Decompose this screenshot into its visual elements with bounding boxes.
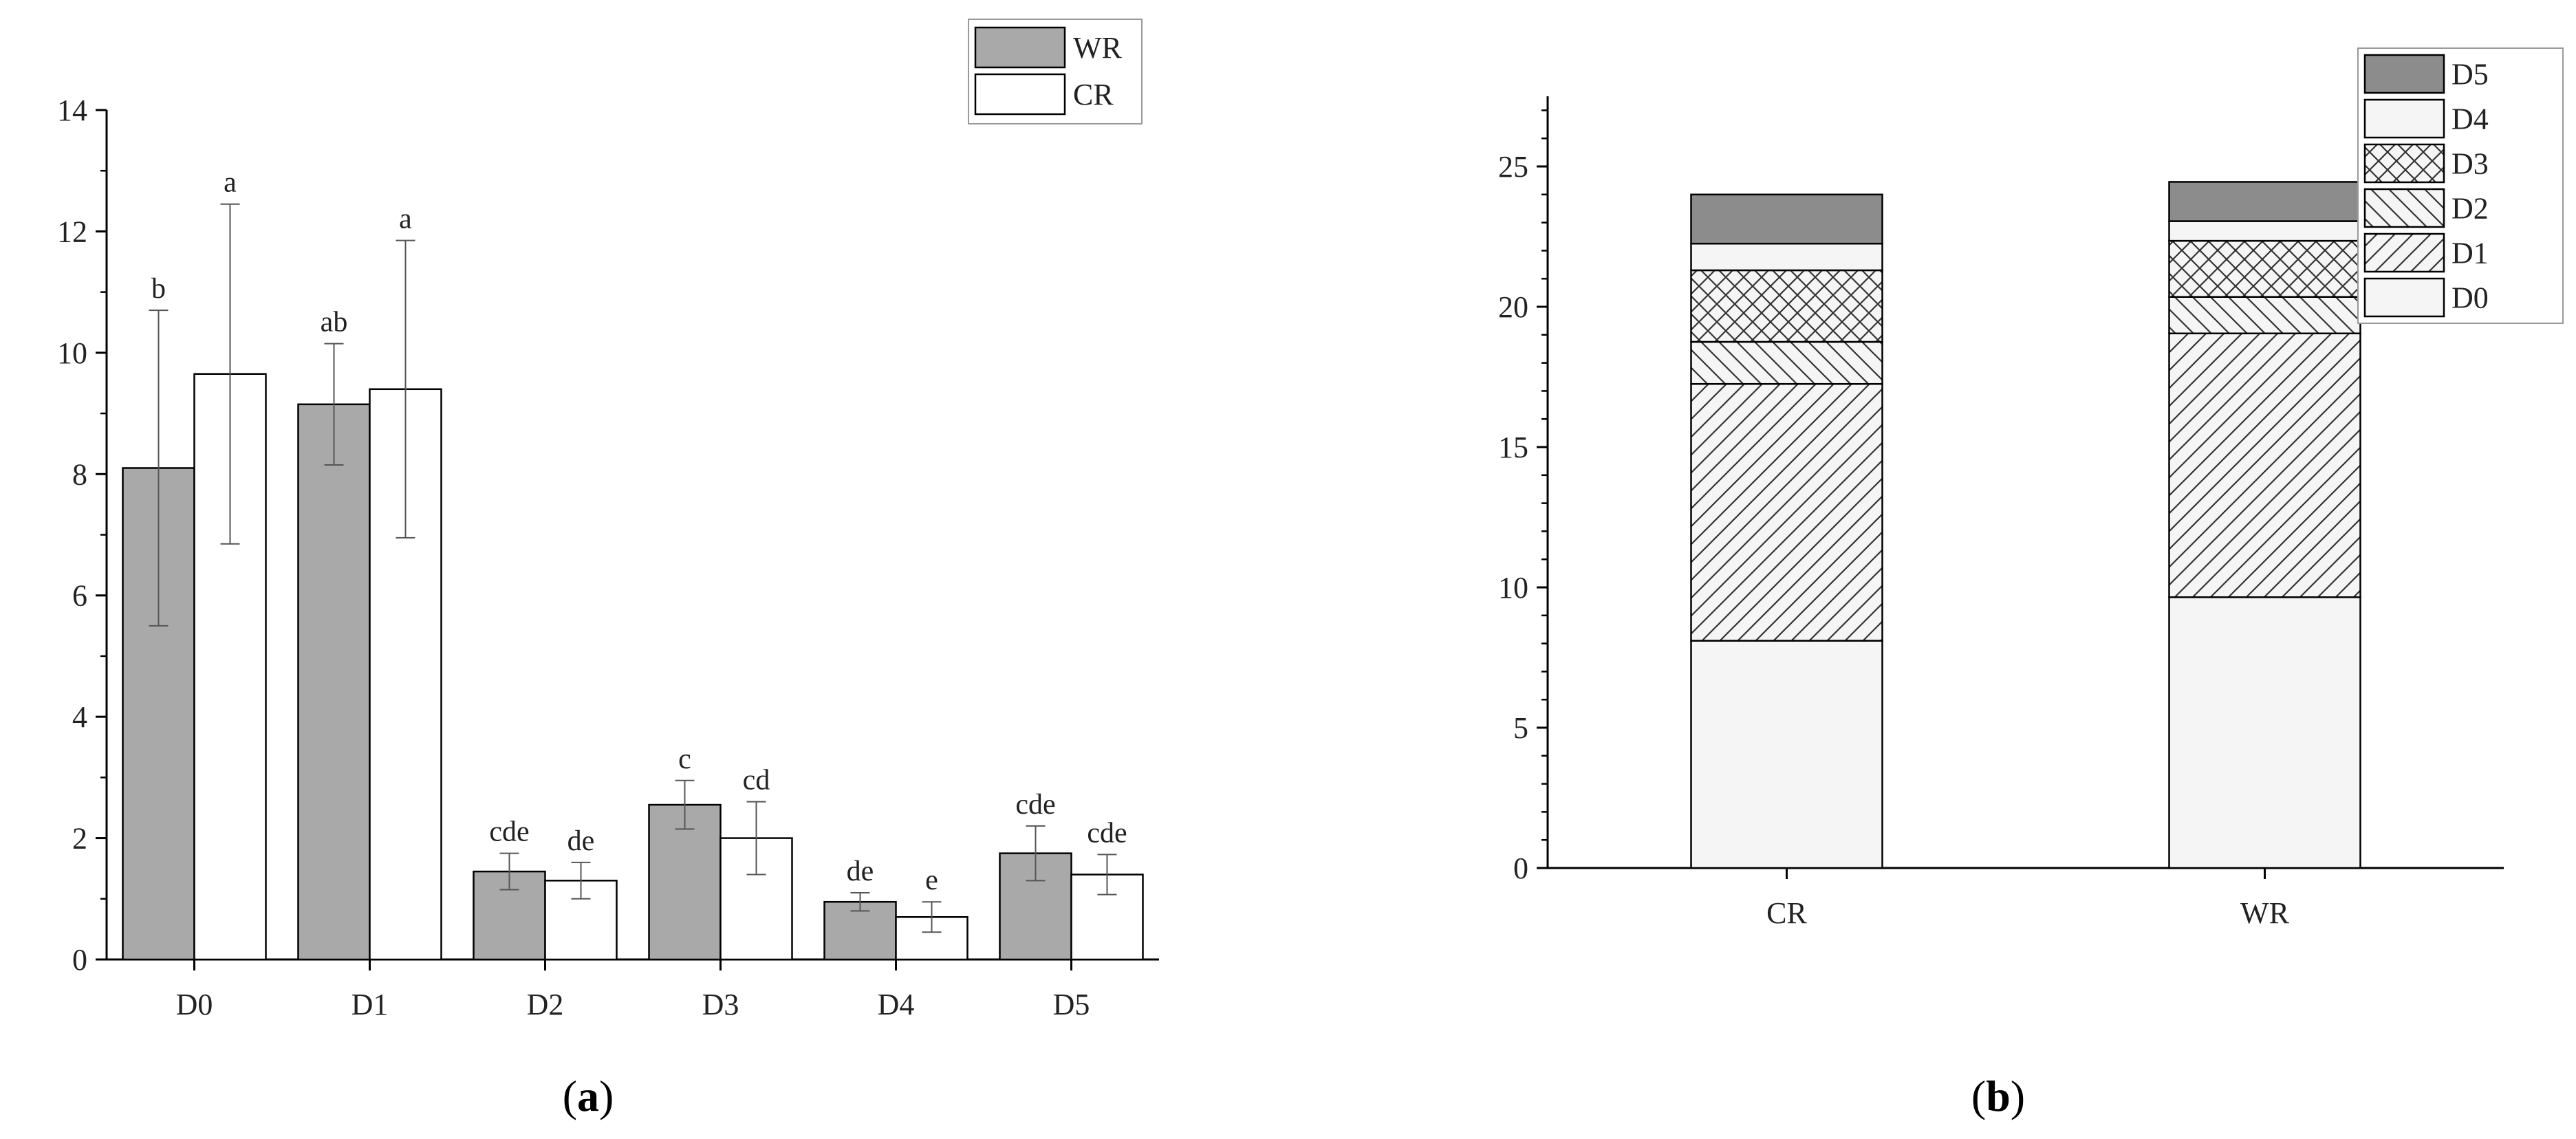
x-tick-label: D0	[176, 988, 213, 1021]
legend-swatch-wr	[974, 26, 1066, 69]
legend-box	[2357, 47, 2564, 324]
stack-d0-cr	[1690, 640, 1883, 869]
y-tick-label: 10	[1498, 571, 1528, 605]
x-tick-label: D1	[351, 988, 389, 1021]
y-tick-label: 20	[1498, 290, 1528, 324]
stack-d1-cr	[1690, 382, 1883, 642]
legend-swatch-d0	[2363, 277, 2445, 318]
panel-b-letter: b	[1986, 1072, 2011, 1120]
significance-label: a	[399, 204, 412, 235]
significance-label: cde	[489, 816, 529, 848]
panel-a-letter: a	[577, 1072, 599, 1120]
panel-b-bars	[1690, 181, 2361, 869]
significance-label: de	[567, 825, 595, 857]
legend-swatch-d3	[2363, 143, 2445, 184]
panel-b-axes: 0 5 10 15 20 25 CR WR	[1498, 96, 2504, 930]
significance-label: cde	[1015, 789, 1055, 821]
stack-d2-wr	[2168, 296, 2361, 335]
significance-label: b	[151, 273, 166, 305]
legend-label-d1: D1	[2451, 237, 2489, 270]
panel-b-legend: D5 D4 D3 D2 D1 D0	[2357, 47, 2564, 324]
significance-label: de	[847, 856, 874, 887]
bar-wr-d3	[648, 803, 722, 961]
stack-d4-wr	[2168, 220, 2361, 242]
stack-d2-cr	[1690, 340, 1883, 385]
legend-label-d2: D2	[2451, 192, 2489, 226]
legend-label-d5: D5	[2451, 58, 2489, 91]
panel-a-legend: WR CR	[968, 19, 1143, 124]
stack-d5-cr	[1690, 193, 1883, 245]
legend-label-cr: CR	[1073, 78, 1114, 111]
y-tick-label: 15	[1498, 431, 1528, 464]
stack-d3-wr	[2168, 239, 2361, 298]
y-tick-label: 25	[1498, 150, 1528, 184]
y-tick-label: 0	[1513, 851, 1528, 885]
stack-d3-cr	[1690, 269, 1883, 343]
x-tick-label: D2	[527, 988, 564, 1021]
stack-d1-wr	[2168, 332, 2361, 598]
y-tick-label: 14	[57, 94, 87, 127]
panel-a-chart: 0 2 4 6 8 10 12 14 D0 D1 D2 D3 D4 D5 b a ab a cde de c cd de e…	[57, 19, 1159, 1021]
significance-label: cde	[1087, 817, 1127, 849]
x-tick-label: CR	[1766, 896, 1807, 930]
legend-swatch-cr	[974, 73, 1066, 116]
x-tick-label: D4	[878, 988, 915, 1021]
panel-b-chart: 0 5 10 15 20 25 CR WR D5 D4 D3 D2 D1 D0	[1498, 47, 2564, 930]
stack-d5-wr	[2168, 181, 2361, 222]
legend-label-d0: D0	[2451, 281, 2489, 315]
y-tick-label: 6	[72, 579, 87, 613]
y-tick-label: 4	[72, 700, 87, 734]
bar-wr-d1	[297, 403, 371, 961]
stack-d0-wr	[2168, 596, 2361, 869]
significance-label: c	[678, 744, 691, 775]
legend-swatch-d5	[2363, 54, 2445, 94]
y-tick-label: 10	[57, 336, 87, 370]
legend-label-d4: D4	[2451, 102, 2489, 136]
y-tick-label: 2	[72, 822, 87, 856]
legend-swatch-d4	[2363, 98, 2445, 139]
significance-label: cd	[743, 765, 770, 796]
stack-d4-cr	[1690, 242, 1883, 272]
y-tick-label: 8	[72, 457, 87, 491]
significance-label: a	[224, 167, 237, 199]
panel-a-axes: 0 2 4 6 8 10 12 14 D0 D1 D2 D3 D4 D5	[57, 94, 1159, 1021]
y-tick-label: 0	[72, 943, 87, 977]
x-tick-label: WR	[2240, 896, 2290, 930]
legend-label-d3: D3	[2451, 147, 2489, 181]
legend-swatch-d1	[2363, 232, 2445, 273]
y-tick-label: 12	[57, 215, 87, 248]
legend-label-wr: WR	[1073, 31, 1123, 65]
significance-label: ab	[321, 307, 348, 338]
legend-swatch-d2	[2363, 188, 2445, 228]
significance-label: e	[925, 865, 938, 896]
panel-b-caption: (b)	[1971, 1072, 2025, 1120]
x-tick-label: D5	[1053, 988, 1090, 1021]
panel-a-caption: (a)	[563, 1072, 614, 1120]
x-tick-label: D3	[702, 988, 739, 1021]
y-tick-label: 5	[1513, 711, 1528, 745]
